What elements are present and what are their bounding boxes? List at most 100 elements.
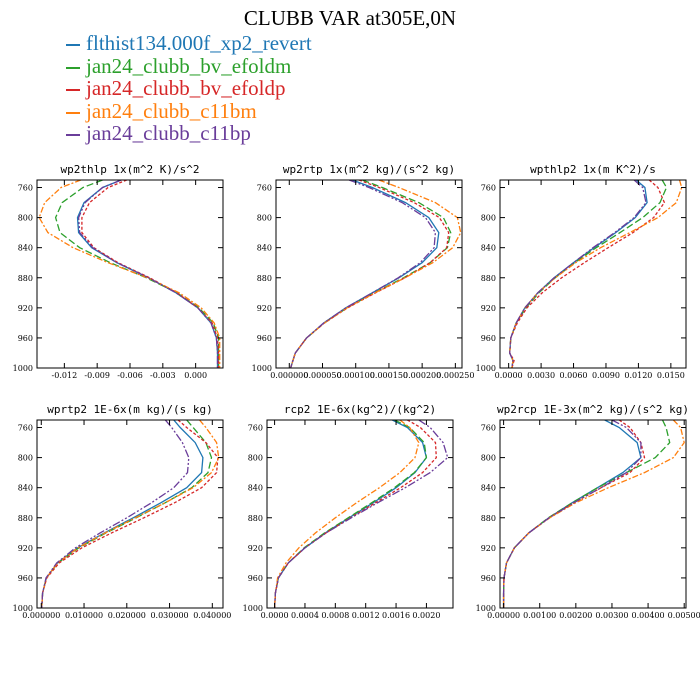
- panel-5: rcp2 1E-6x(kg^2)/(kg^2) 0.0000 0.0004 0.000…: [243, 403, 454, 620]
- plot-frame: [266, 419, 454, 609]
- x-tick-label: 0.0020: [412, 611, 440, 620]
- plot-frame: [36, 419, 224, 609]
- y-tick-label: 880: [18, 274, 33, 283]
- y-tick-label: 840: [257, 244, 272, 253]
- y-tick-label: 760: [18, 184, 33, 193]
- x-tick-label: -0.006: [117, 371, 143, 380]
- series-line: [76, 180, 219, 368]
- y-tick-label: 760: [481, 184, 496, 193]
- plot-frame: [499, 179, 687, 369]
- x-tick-label: -0.003: [150, 371, 176, 380]
- legend-label: jan24_clubb_c11bp: [86, 121, 251, 145]
- x-tick-label: 0.00100: [523, 611, 556, 620]
- x-tick-label: 0.00200: [559, 611, 592, 620]
- x-tick-label: 0.0008: [321, 611, 349, 620]
- x-tick-label: 0.000200: [403, 371, 441, 380]
- series-line: [81, 180, 220, 368]
- series-line: [38, 180, 221, 368]
- y-tick-label: 960: [248, 574, 263, 583]
- y-tick-label: 920: [18, 544, 33, 553]
- panel-2: wp2rtp 1x(m^2 kg)/(s^2 kg) 0.0000000.0000…: [252, 163, 475, 380]
- y-tick-label: 880: [257, 274, 272, 283]
- panel-title: wp2rtp 1x(m^2 kg)/(s^2 kg): [283, 163, 455, 176]
- series-line: [273, 420, 420, 608]
- y-tick-label: 920: [481, 544, 496, 553]
- series-line: [273, 420, 428, 608]
- y-tick-label: 760: [248, 424, 263, 433]
- y-tick-label: 960: [18, 574, 33, 583]
- plot-frame: [36, 179, 224, 369]
- chart-title: CLUBB VAR at305E,0N: [243, 6, 457, 30]
- y-tick-label: 840: [18, 244, 33, 253]
- y-tick-label: 840: [248, 484, 263, 493]
- legend: flthist134.000f_xp2_revert jan24_clubb_bv…: [66, 32, 312, 145]
- plot-frame: [275, 179, 463, 369]
- y-tick-label: 760: [18, 424, 33, 433]
- series-line: [502, 420, 646, 608]
- series-line: [273, 420, 428, 608]
- series-line: [77, 180, 219, 368]
- y-tick-label: 880: [481, 274, 496, 283]
- legend-entry: flthist134.000f_xp2_revert: [66, 32, 312, 55]
- y-tick-label: 960: [481, 574, 496, 583]
- y-tick-label: 920: [248, 544, 263, 553]
- y-tick-label: 840: [18, 484, 33, 493]
- x-tick-label: 0.00000: [487, 611, 520, 620]
- series-line: [41, 420, 190, 608]
- y-tick-label: 840: [481, 244, 496, 253]
- x-tick-label: 0.00400: [632, 611, 665, 620]
- legend-entry: jan24_clubb_bv_efoldp: [66, 77, 312, 100]
- y-tick-label: 1000: [476, 604, 496, 613]
- legend-entry: jan24_clubb_bv_efoldm: [66, 53, 312, 78]
- y-tick-label: 760: [257, 184, 272, 193]
- x-tick-label: 0.010000: [65, 611, 103, 620]
- legend-label: jan24_clubb_bv_efoldp: [86, 76, 286, 100]
- x-tick-label: 0.000100: [337, 371, 375, 380]
- x-tick-label: -0.012: [52, 371, 78, 380]
- series-line: [502, 420, 642, 608]
- x-tick-label: 0.030000: [150, 611, 188, 620]
- y-tick-label: 800: [18, 214, 33, 223]
- series-line: [502, 420, 671, 608]
- panel-title: wp2rcp 1E-3x(m^2 kg)/(s^2 kg): [497, 403, 689, 416]
- y-tick-label: 1000: [243, 604, 263, 613]
- panel-title: wpthlp2 1x(m K^2)/s: [530, 163, 656, 176]
- y-tick-label: 960: [481, 334, 496, 343]
- y-tick-label: 800: [248, 454, 263, 463]
- x-tick-label: 0.020000: [108, 611, 146, 620]
- y-tick-label: 960: [18, 334, 33, 343]
- y-tick-label: 1000: [476, 364, 496, 373]
- y-tick-label: 1000: [252, 364, 272, 373]
- series-line: [289, 180, 450, 368]
- plot-frame: [499, 419, 687, 609]
- x-tick-label: 0.0090: [592, 371, 620, 380]
- x-tick-label: 0.000250: [436, 371, 474, 380]
- x-tick-label: 0.000000: [270, 371, 308, 380]
- legend-label: flthist134.000f_xp2_revert: [86, 31, 312, 55]
- y-tick-label: 1000: [13, 604, 33, 613]
- legend-swatch: [66, 44, 80, 47]
- y-tick-label: 800: [18, 454, 33, 463]
- series-line: [509, 180, 647, 368]
- legend-entry: jan24_clubb_c11bp: [66, 122, 312, 145]
- x-tick-label: 0.0012: [352, 611, 380, 620]
- series-line: [54, 180, 220, 368]
- x-tick-label: 0.0060: [560, 371, 588, 380]
- y-tick-label: 800: [481, 214, 496, 223]
- x-tick-label: 0.000150: [370, 371, 408, 380]
- legend-label: jan24_clubb_bv_efoldm: [86, 53, 292, 78]
- series-line: [289, 180, 452, 368]
- x-tick-label: 0.0000: [495, 371, 523, 380]
- x-tick-label: 0.000050: [303, 371, 341, 380]
- legend-label: jan24_clubb_c11bm: [86, 98, 257, 123]
- x-tick-label: 0.0004: [291, 611, 319, 620]
- x-tick-label: 0.0120: [624, 371, 652, 380]
- series-line: [502, 420, 685, 608]
- panel-1: wp2thlp 1x(m^2 K)/s^2 -0.012 -0.009 -0.006-…: [13, 163, 224, 380]
- y-tick-label: 1000: [13, 364, 33, 373]
- series-line: [509, 180, 666, 368]
- x-tick-label: -0.009: [84, 371, 110, 380]
- series-line: [509, 180, 683, 368]
- series-line: [289, 180, 440, 368]
